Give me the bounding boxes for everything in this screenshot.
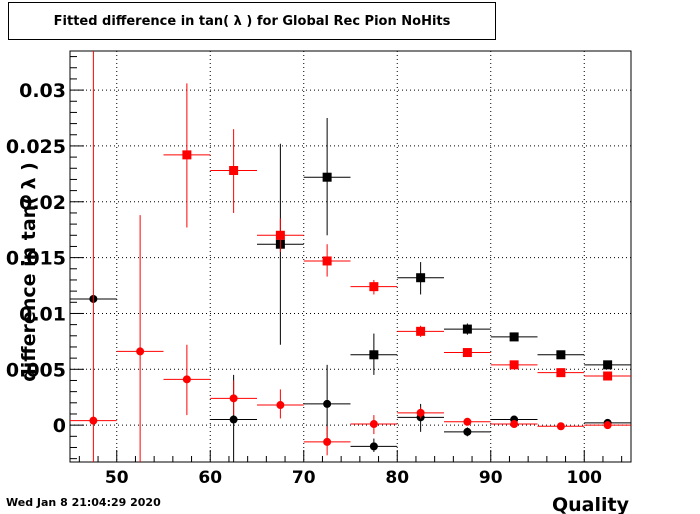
y-axis-ticks: 0 0.005 0.01 0.015 0.02 0.025 0.03 bbox=[6, 56, 84, 460]
data-point-circle bbox=[556, 422, 565, 431]
data-point-square bbox=[369, 282, 379, 292]
data-point-square bbox=[556, 368, 566, 378]
x-tick-label: 80 bbox=[385, 468, 409, 488]
data-point-square bbox=[275, 230, 285, 240]
y-tick-label: 0.005 bbox=[6, 359, 66, 381]
data-point-circle bbox=[463, 427, 472, 436]
y-tick-label: 0 bbox=[53, 415, 66, 437]
data-point-square bbox=[322, 256, 332, 266]
grid-lines bbox=[70, 51, 631, 462]
data-point-circle bbox=[416, 408, 425, 417]
data-point-circle bbox=[369, 442, 378, 451]
chart-title-box: Fitted difference in tan( λ ) for Global… bbox=[8, 2, 496, 40]
data-point-square bbox=[603, 360, 613, 370]
plot-frame bbox=[69, 50, 632, 463]
series-3 bbox=[70, 51, 631, 462]
timestamp: Wed Jan 8 21:04:29 2020 bbox=[6, 496, 161, 509]
x-tick-label: 100 bbox=[567, 468, 603, 488]
data-point-circle bbox=[136, 347, 145, 356]
x-tick-label: 50 bbox=[105, 468, 129, 488]
data-point-square bbox=[369, 350, 379, 360]
data-marks bbox=[70, 51, 631, 462]
data-point-square bbox=[322, 172, 332, 182]
data-point-circle bbox=[463, 417, 472, 426]
x-tick-label: 60 bbox=[198, 468, 222, 488]
data-point-circle bbox=[323, 399, 332, 408]
y-tick-label: 0.025 bbox=[6, 136, 66, 158]
data-point-square bbox=[182, 150, 192, 160]
x-axis-label: Quality bbox=[552, 494, 630, 514]
series-2 bbox=[163, 83, 631, 381]
data-point-circle bbox=[323, 437, 332, 446]
data-point-circle bbox=[510, 420, 519, 429]
x-tick-label: 70 bbox=[292, 468, 316, 488]
data-point-square bbox=[462, 348, 472, 358]
data-point-circle bbox=[276, 401, 285, 410]
data-point-square bbox=[462, 324, 472, 334]
data-point-square bbox=[416, 273, 426, 283]
y-tick-label: 0.02 bbox=[19, 192, 66, 214]
y-tick-label: 0.03 bbox=[19, 80, 66, 102]
data-point-circle bbox=[229, 415, 238, 424]
data-point-square bbox=[509, 332, 519, 342]
data-point-circle bbox=[369, 420, 378, 429]
x-axis-ticks: 50 60 70 80 90 100 bbox=[78, 450, 623, 488]
data-point-square bbox=[229, 166, 239, 176]
y-axis-label: difference in tan( λ ) bbox=[18, 162, 40, 382]
data-point-square bbox=[509, 360, 519, 370]
data-point-square bbox=[556, 350, 566, 360]
series-1 bbox=[70, 294, 631, 462]
series-0 bbox=[257, 118, 631, 375]
y-tick-label: 0.01 bbox=[19, 303, 66, 325]
data-point-circle bbox=[89, 416, 98, 425]
chart-title: Fitted difference in tan( λ ) for Global… bbox=[53, 14, 451, 29]
data-point-circle bbox=[182, 375, 191, 384]
y-tick-label: 0.015 bbox=[6, 248, 66, 270]
data-point-square bbox=[603, 371, 613, 381]
x-tick-label: 90 bbox=[479, 468, 503, 488]
data-point-circle bbox=[229, 394, 238, 403]
data-point-square bbox=[416, 326, 426, 336]
data-point-circle bbox=[603, 421, 612, 430]
